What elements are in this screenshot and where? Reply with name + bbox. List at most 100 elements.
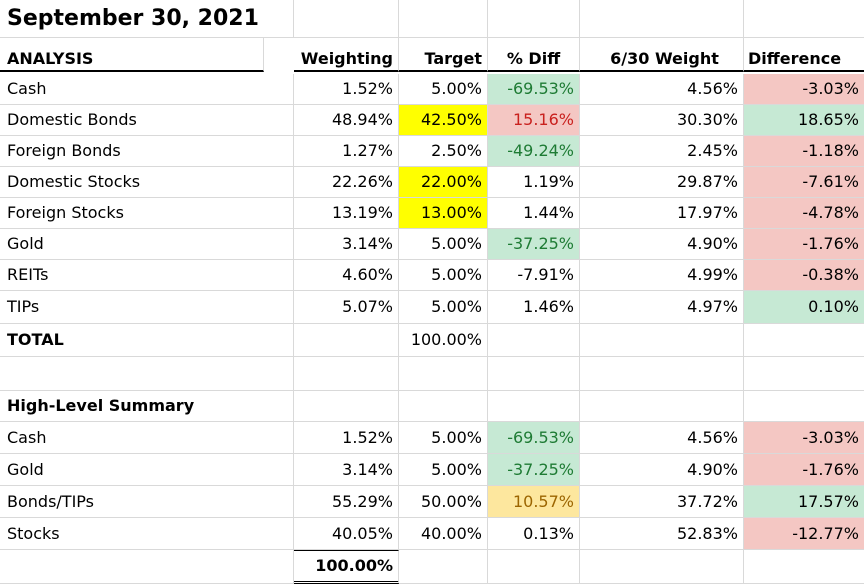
target-cell[interactable]: 42.50% [399, 105, 488, 136]
cell[interactable] [580, 357, 744, 391]
weight-6-30-cell[interactable]: 29.87% [580, 167, 744, 198]
cell[interactable] [399, 550, 488, 584]
weight-6-30-cell[interactable]: 4.90% [580, 454, 744, 486]
cell[interactable] [580, 0, 744, 38]
row-label[interactable]: Stocks [0, 518, 294, 550]
weighting-cell[interactable]: 1.52% [294, 422, 399, 454]
header-difference[interactable]: Difference [744, 38, 864, 72]
header-target[interactable]: Target [399, 38, 488, 72]
cell[interactable] [399, 391, 488, 422]
difference-cell[interactable]: 18.65% [744, 105, 864, 136]
weighting-cell[interactable]: 5.07% [294, 291, 399, 324]
pct-diff-cell[interactable]: -49.24% [488, 136, 580, 167]
difference-cell[interactable]: -3.03% [744, 422, 864, 454]
target-cell[interactable]: 5.00% [399, 74, 488, 105]
target-cell[interactable]: 2.50% [399, 136, 488, 167]
pct-diff-cell[interactable]: -7.91% [488, 260, 580, 291]
weighting-cell[interactable]: 3.14% [294, 229, 399, 260]
weight-6-30-cell[interactable]: 4.97% [580, 291, 744, 324]
target-cell[interactable]: 5.00% [399, 260, 488, 291]
weight-6-30-cell[interactable]: 37.72% [580, 486, 744, 518]
row-label[interactable]: Cash [0, 422, 294, 454]
difference-cell[interactable]: -0.38% [744, 260, 864, 291]
difference-cell[interactable]: -3.03% [744, 74, 864, 105]
weighting-cell[interactable]: 48.94% [294, 105, 399, 136]
weighting-cell[interactable]: 3.14% [294, 454, 399, 486]
row-label[interactable]: TIPs [0, 291, 294, 324]
weighting-cell[interactable]: 13.19% [294, 198, 399, 229]
cell[interactable] [0, 550, 294, 584]
weighting-cell[interactable]: 1.27% [294, 136, 399, 167]
pct-diff-cell[interactable]: -69.53% [488, 74, 580, 105]
summary-total-cell[interactable]: 100.00% [294, 550, 399, 584]
cell[interactable] [294, 391, 399, 422]
cell[interactable] [488, 324, 580, 357]
weight-6-30-cell[interactable]: 2.45% [580, 136, 744, 167]
cell[interactable] [399, 357, 488, 391]
difference-cell[interactable]: -1.76% [744, 454, 864, 486]
cell[interactable] [488, 0, 580, 38]
cell[interactable] [0, 357, 294, 391]
cell[interactable] [744, 357, 864, 391]
row-label[interactable]: Foreign Bonds [0, 136, 294, 167]
header-pct-diff[interactable]: % Diff [488, 38, 580, 72]
cell[interactable] [744, 391, 864, 422]
cell[interactable] [580, 391, 744, 422]
cell[interactable] [744, 550, 864, 584]
weight-6-30-cell[interactable]: 52.83% [580, 518, 744, 550]
cell[interactable] [580, 550, 744, 584]
cell[interactable] [294, 357, 399, 391]
difference-cell[interactable]: -12.77% [744, 518, 864, 550]
target-cell[interactable]: 40.00% [399, 518, 488, 550]
weight-6-30-cell[interactable]: 4.99% [580, 260, 744, 291]
row-label[interactable]: Domestic Bonds [0, 105, 294, 136]
row-label[interactable]: Cash [0, 74, 294, 105]
header-weighting[interactable]: Weighting [294, 38, 399, 72]
pct-diff-cell[interactable]: 0.13% [488, 518, 580, 550]
pct-diff-cell[interactable]: 1.46% [488, 291, 580, 324]
summary-title[interactable]: High-Level Summary [0, 391, 294, 422]
pct-diff-cell[interactable]: -69.53% [488, 422, 580, 454]
pct-diff-cell[interactable]: 10.57% [488, 486, 580, 518]
cell[interactable] [580, 324, 744, 357]
difference-cell[interactable]: -7.61% [744, 167, 864, 198]
weighting-cell[interactable]: 40.05% [294, 518, 399, 550]
cell[interactable] [744, 324, 864, 357]
total-target-cell[interactable]: 100.00% [399, 324, 488, 357]
cell[interactable] [488, 550, 580, 584]
target-cell[interactable]: 22.00% [399, 167, 488, 198]
row-label[interactable]: Bonds/TIPs [0, 486, 294, 518]
pct-diff-cell[interactable]: -37.25% [488, 229, 580, 260]
difference-cell[interactable]: 0.10% [744, 291, 864, 324]
difference-cell[interactable]: 17.57% [744, 486, 864, 518]
pct-diff-cell[interactable]: 1.19% [488, 167, 580, 198]
row-label[interactable]: Foreign Stocks [0, 198, 294, 229]
pct-diff-cell[interactable]: 15.16% [488, 105, 580, 136]
difference-cell[interactable]: -1.76% [744, 229, 864, 260]
cell[interactable] [744, 0, 864, 38]
analysis-label[interactable]: ANALYSIS [0, 38, 264, 72]
difference-cell[interactable]: -4.78% [744, 198, 864, 229]
cell[interactable] [294, 0, 399, 38]
target-cell[interactable]: 5.00% [399, 229, 488, 260]
weight-6-30-cell[interactable]: 30.30% [580, 105, 744, 136]
weight-6-30-cell[interactable]: 17.97% [580, 198, 744, 229]
weighting-cell[interactable]: 22.26% [294, 167, 399, 198]
row-label[interactable]: Domestic Stocks [0, 167, 294, 198]
sheet-title[interactable]: September 30, 2021 [0, 0, 294, 38]
target-cell[interactable]: 13.00% [399, 198, 488, 229]
cell[interactable] [294, 324, 399, 357]
total-label[interactable]: TOTAL [0, 324, 294, 357]
weighting-cell[interactable]: 4.60% [294, 260, 399, 291]
row-label[interactable]: Gold [0, 229, 294, 260]
weight-6-30-cell[interactable]: 4.56% [580, 74, 744, 105]
cell[interactable] [488, 391, 580, 422]
target-cell[interactable]: 5.00% [399, 454, 488, 486]
cell[interactable] [488, 357, 580, 391]
weighting-cell[interactable]: 1.52% [294, 74, 399, 105]
target-cell[interactable]: 50.00% [399, 486, 488, 518]
row-label[interactable]: REITs [0, 260, 294, 291]
weight-6-30-cell[interactable]: 4.90% [580, 229, 744, 260]
weighting-cell[interactable]: 55.29% [294, 486, 399, 518]
target-cell[interactable]: 5.00% [399, 422, 488, 454]
